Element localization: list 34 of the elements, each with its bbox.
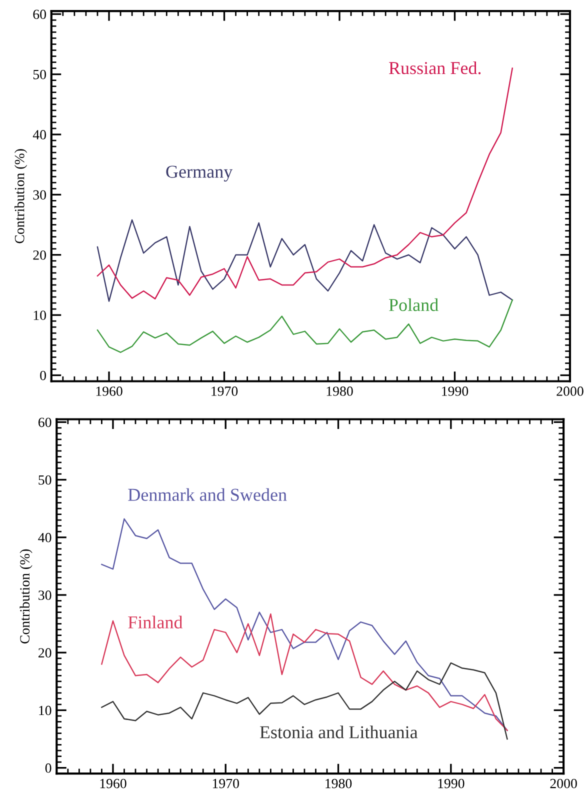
y-tick-label: 20 — [33, 250, 46, 260]
y-tick-label: 60 — [33, 10, 46, 20]
x-tick-label: 1970 — [212, 778, 239, 788]
x-tick-label: 1990 — [442, 386, 468, 396]
line-series — [101, 662, 508, 740]
x-tick-label: 1990 — [438, 778, 464, 788]
x-tick-label: 2000 — [550, 778, 577, 788]
y-tick-label: 30 — [38, 590, 52, 600]
series-label: Estonia and Lithuania — [260, 726, 418, 738]
y-axis-title: Contribution (%) — [20, 549, 32, 644]
y-tick-label: 30 — [33, 190, 46, 200]
series-label: Poland — [388, 298, 438, 312]
x-tick-label: 1970 — [212, 386, 238, 396]
x-tick-label: 2000 — [556, 386, 584, 396]
y-tick-label: 10 — [39, 706, 52, 716]
y-tick-label: 40 — [32, 130, 46, 140]
x-tick-label: 1960 — [96, 386, 122, 396]
y-tick-label: 10 — [34, 310, 46, 320]
series-label: Russian Fed. — [388, 61, 481, 74]
y-tick-label: 20 — [38, 648, 52, 658]
y-axis-title: Contribution (%) — [14, 149, 28, 244]
y-tick-label: 0 — [40, 370, 46, 380]
y-tick-label: 0 — [45, 763, 52, 773]
x-tick-label: 1980 — [326, 778, 352, 788]
x-tick-label: 1980 — [326, 386, 353, 396]
series-label: Denmark and Sweden — [128, 488, 287, 501]
y-tick-label: 50 — [33, 70, 46, 80]
y-tick-label: 50 — [38, 475, 52, 485]
line-series — [96, 299, 513, 353]
x-tick-label: 1960 — [100, 778, 126, 788]
series-label: Finland — [128, 616, 183, 628]
y-tick-label: 60 — [38, 418, 52, 428]
text: Germany — [166, 166, 233, 182]
y-tick-label: 40 — [38, 532, 52, 542]
